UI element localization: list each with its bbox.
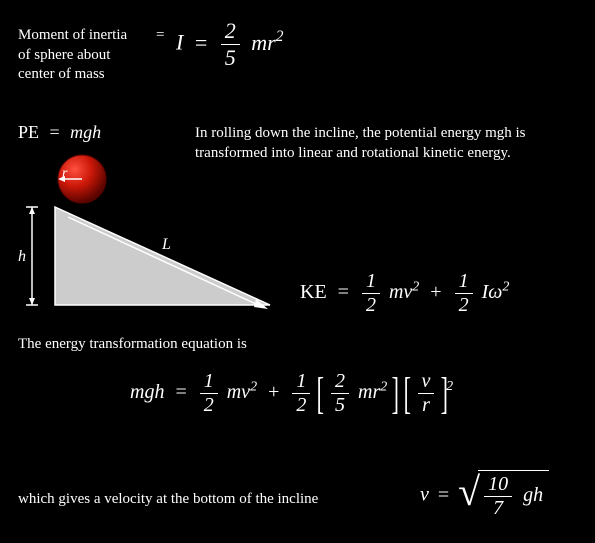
- tf-fa: 1 2: [200, 370, 218, 417]
- svg-text:L: L: [161, 236, 171, 253]
- ke-t2d: 2: [455, 294, 473, 317]
- transform-formula: mgh = 1 2 mv2 + 1 2 [ 2 5 mr2 ] [ v r ]2: [130, 368, 453, 419]
- lbracket2: [: [404, 368, 411, 419]
- ke-t2e: 2: [502, 279, 509, 294]
- ke-label: KE: [300, 281, 327, 303]
- ke-eq: =: [338, 281, 349, 303]
- vf-frac: 10 7: [484, 473, 512, 520]
- moi-num: 2: [221, 18, 240, 45]
- pe-formula: PE = mgh: [18, 122, 101, 143]
- ke-f1: 1 2: [362, 270, 380, 317]
- lbracket1: [: [317, 368, 324, 419]
- tfd-d: r: [418, 394, 435, 417]
- moi-caption: Moment of inertia of sphere about center…: [18, 26, 168, 85]
- moi-equals: =: [156, 26, 164, 46]
- tfa-d: 2: [200, 394, 218, 417]
- tfa-n: 1: [200, 370, 218, 394]
- vf-d: 7: [484, 497, 512, 520]
- incline-diagram: h Lr: [10, 145, 290, 320]
- svg-text:h: h: [18, 248, 26, 265]
- vf-rhs: gh: [523, 484, 543, 506]
- pe-label: PE: [18, 122, 39, 142]
- moi-eqs: =: [195, 30, 207, 55]
- rbracket2: ]: [441, 368, 448, 419]
- ke-t1n: 1: [362, 270, 380, 294]
- vf-lhs: v: [420, 484, 429, 506]
- ke-t1rhs: mv: [389, 281, 412, 303]
- tfc-e: 2: [380, 379, 387, 394]
- rbracket1: ]: [392, 368, 399, 419]
- tf-eq: =: [175, 381, 186, 403]
- moi-mr: mr: [251, 30, 275, 55]
- tf-fb: 1 2: [292, 370, 310, 417]
- tf-fc: 2 5: [331, 370, 349, 417]
- ke-t2rhs: Iω: [482, 281, 503, 303]
- moi-frac: 2 5: [221, 18, 240, 71]
- moi-den: 5: [221, 45, 240, 71]
- ke-formula: KE = 1 2 mv2 + 1 2 Iω2: [300, 270, 509, 317]
- vf-eq: =: [438, 484, 449, 506]
- moi-formula: I = 2 5 mr2: [176, 18, 283, 71]
- tfb-n: 1: [292, 370, 310, 394]
- tfc-rhs: mr: [358, 381, 380, 403]
- tfb-d: 2: [292, 394, 310, 417]
- tfa-e: 2: [250, 379, 257, 394]
- tfc-n: 2: [331, 370, 349, 394]
- svg-text:r: r: [62, 166, 68, 181]
- velocity-label: which gives a velocity at the bottom of …: [18, 490, 318, 510]
- vfinal-formula: v = √ 10 7 gh: [420, 470, 549, 522]
- tfd-n: v: [418, 370, 435, 394]
- moi-exp: 2: [276, 28, 284, 45]
- tfc-d: 5: [331, 394, 349, 417]
- tf-fd: v r: [418, 370, 435, 417]
- tfa-rhs: mv: [227, 381, 250, 403]
- transform-label: The energy transformation equation is: [18, 335, 247, 355]
- tf-plus: +: [268, 381, 279, 403]
- moi-I: I: [176, 30, 183, 55]
- ke-t2n: 1: [455, 270, 473, 294]
- ke-f2: 1 2: [455, 270, 473, 317]
- pe-rhs: mgh: [70, 122, 101, 142]
- sqrt-body: 10 7 gh: [478, 470, 549, 522]
- pe-eq: =: [50, 122, 60, 142]
- vf-n: 10: [484, 473, 512, 497]
- sqrt-sign: √: [458, 470, 480, 522]
- ke-plus: +: [430, 281, 441, 303]
- ke-t1e: 2: [412, 279, 419, 294]
- ke-t1d: 2: [362, 294, 380, 317]
- sqrt: √ 10 7 gh: [458, 470, 549, 522]
- tf-lhs: mgh: [130, 381, 164, 403]
